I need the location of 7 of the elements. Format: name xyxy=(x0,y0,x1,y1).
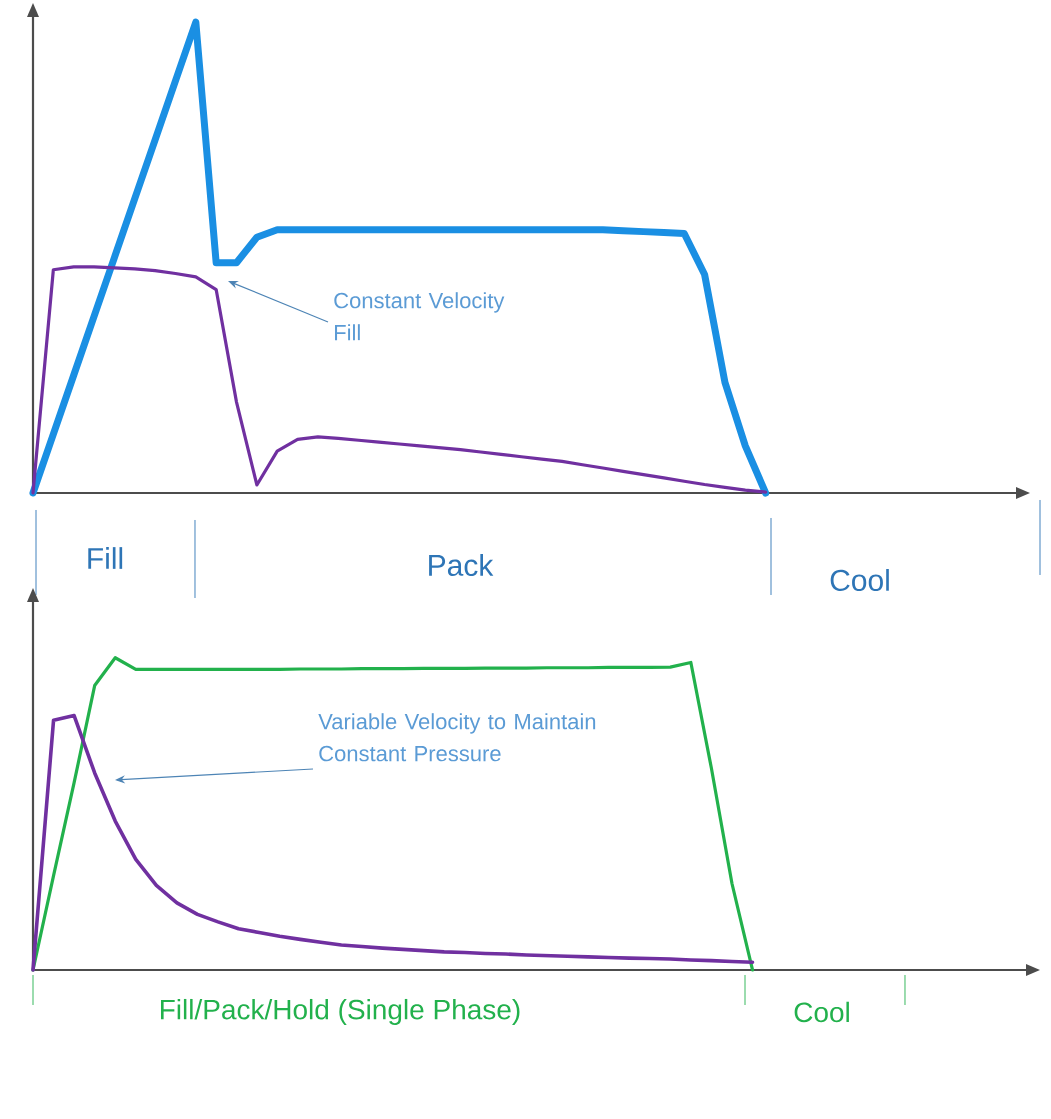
annotation: Variable Velocity to Maintain Constant Pressure xyxy=(318,713,596,762)
text: Pack xyxy=(429,553,494,577)
text: Fill/Pack/Hold (Single Phase) xyxy=(160,998,520,1026)
text: Cool xyxy=(794,1001,849,1023)
text: Cool xyxy=(830,568,889,592)
text: Fill xyxy=(88,547,123,569)
annotation: Constant Velocity Fill xyxy=(334,292,505,341)
